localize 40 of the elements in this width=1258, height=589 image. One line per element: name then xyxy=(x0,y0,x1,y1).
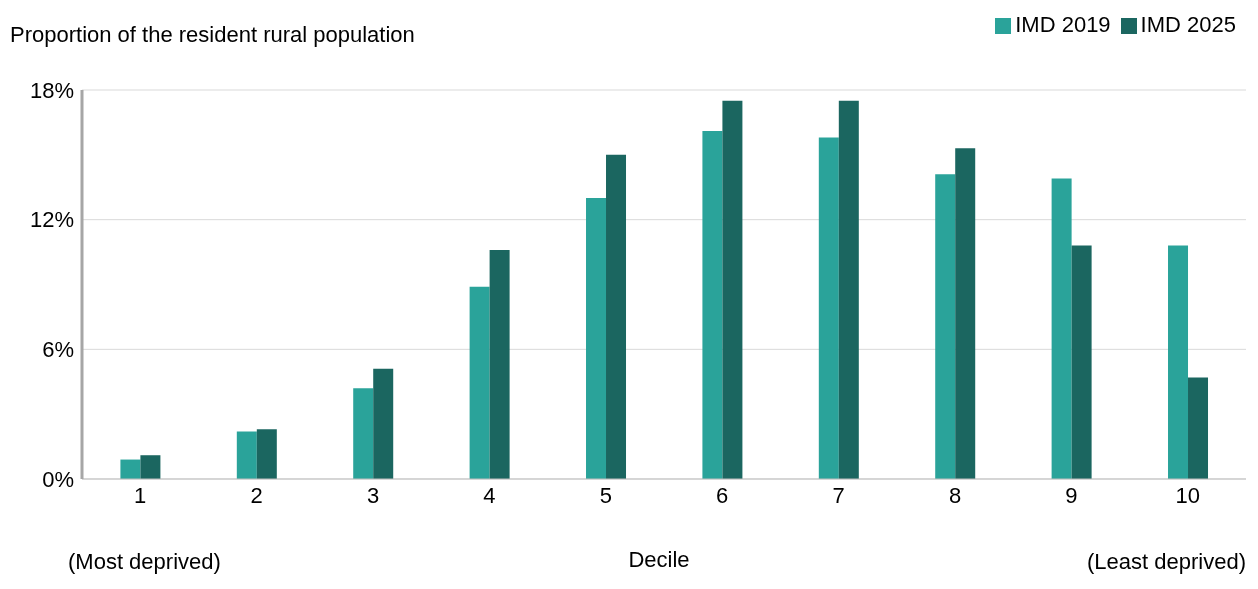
bar xyxy=(935,174,956,479)
bar xyxy=(606,154,627,479)
bar xyxy=(236,431,257,479)
x-axis-title: Decile xyxy=(628,547,690,572)
bar xyxy=(256,429,277,479)
bar xyxy=(373,368,394,479)
bar xyxy=(1168,245,1189,479)
bar xyxy=(818,137,839,479)
bar xyxy=(1071,245,1092,479)
y-tick-label: 18% xyxy=(29,77,74,103)
y-tick-label: 12% xyxy=(29,207,74,233)
bar xyxy=(469,286,490,479)
x-tick-label: 1 xyxy=(134,482,147,508)
text: (Least deprived) xyxy=(1087,549,1246,575)
x-tick-label: 9 xyxy=(1065,482,1078,508)
bar xyxy=(489,249,510,479)
bar xyxy=(838,100,859,479)
legend-label: IMD 2025 xyxy=(1140,12,1236,37)
bar xyxy=(722,100,743,479)
bar xyxy=(955,148,976,479)
y-tick-label: 0% xyxy=(42,466,74,492)
bar xyxy=(702,131,723,479)
legend-label: IMD 2019 xyxy=(1015,12,1111,37)
x-tick-label: 5 xyxy=(599,482,612,508)
x-tick-label: 3 xyxy=(366,482,380,508)
bar xyxy=(586,198,607,479)
bar xyxy=(353,388,374,479)
x-tick-label: 6 xyxy=(716,482,729,508)
x-tick-label: 4 xyxy=(483,482,496,508)
y-axis-title: Proportion of the resident rural population xyxy=(10,22,415,48)
bar xyxy=(1188,377,1209,479)
x-tick-label: 2 xyxy=(250,482,263,508)
x-tick-label: 7 xyxy=(832,482,845,508)
y-tick-label: 6% xyxy=(42,337,74,363)
bar xyxy=(1051,178,1072,479)
x-tick-label: 8 xyxy=(948,482,962,508)
bar xyxy=(140,455,161,479)
text: (Most deprived) xyxy=(68,549,221,575)
bar xyxy=(120,459,141,479)
x-tick-label: 10 xyxy=(1175,482,1201,508)
